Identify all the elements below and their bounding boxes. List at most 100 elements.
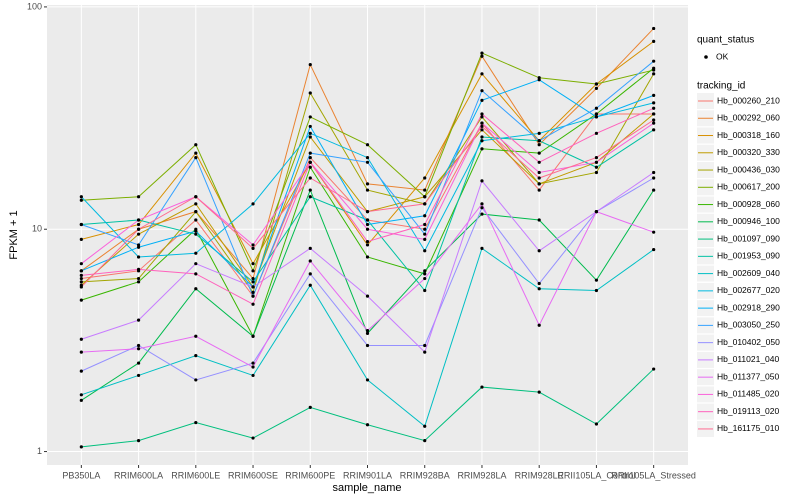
data-point bbox=[480, 246, 484, 250]
data-point bbox=[308, 283, 312, 287]
data-point bbox=[537, 323, 541, 327]
data-point bbox=[594, 112, 599, 116]
data-point bbox=[136, 267, 141, 271]
data-point bbox=[594, 165, 599, 169]
data-point bbox=[480, 135, 484, 139]
data-point bbox=[194, 210, 198, 214]
data-point bbox=[652, 39, 656, 43]
data-point bbox=[136, 232, 141, 236]
legend-label: Hb_000617_200 bbox=[717, 182, 780, 192]
data-point bbox=[652, 121, 656, 125]
data-point bbox=[308, 165, 312, 169]
data-point bbox=[308, 272, 312, 276]
data-point bbox=[365, 182, 370, 186]
legend-label: Hb_010402_050 bbox=[717, 337, 780, 347]
data-point bbox=[308, 63, 312, 67]
data-point bbox=[251, 302, 255, 306]
legend-label: Hb_019113_020 bbox=[717, 406, 780, 416]
data-point bbox=[423, 269, 427, 273]
data-point bbox=[251, 373, 255, 378]
legend-label: Hb_001097_090 bbox=[717, 233, 780, 243]
data-point bbox=[423, 188, 427, 192]
x-tick-label: RRIM928LE bbox=[515, 470, 564, 480]
data-point bbox=[652, 72, 656, 76]
data-point bbox=[480, 115, 484, 119]
data-point bbox=[537, 281, 541, 286]
data-point bbox=[423, 439, 427, 443]
data-point bbox=[423, 222, 427, 227]
data-point bbox=[365, 160, 370, 164]
data-point bbox=[423, 249, 427, 253]
data-point bbox=[480, 128, 484, 132]
data-point bbox=[308, 135, 312, 139]
legend-label: OK bbox=[716, 51, 729, 61]
data-point bbox=[136, 227, 141, 231]
data-point bbox=[365, 378, 370, 382]
data-point bbox=[251, 334, 255, 338]
data-point bbox=[423, 276, 427, 281]
data-point bbox=[365, 210, 370, 214]
data-point bbox=[79, 298, 83, 302]
data-point bbox=[652, 367, 656, 371]
data-point bbox=[652, 170, 656, 175]
data-point bbox=[594, 82, 599, 86]
data-point bbox=[537, 131, 541, 135]
legend-label: Hb_011021_040 bbox=[717, 354, 780, 364]
data-point bbox=[365, 328, 370, 333]
data-point bbox=[594, 210, 599, 214]
data-point bbox=[136, 343, 141, 348]
data-point bbox=[652, 247, 656, 252]
data-point bbox=[537, 78, 541, 82]
data-point bbox=[423, 176, 427, 180]
x-axis-title: sample_name bbox=[332, 482, 401, 494]
data-point bbox=[480, 212, 484, 216]
data-point bbox=[423, 227, 427, 231]
data-point bbox=[537, 170, 541, 175]
data-point bbox=[251, 276, 255, 281]
data-point bbox=[194, 232, 198, 236]
x-tick-label: RRIM600PE bbox=[285, 470, 335, 480]
data-point bbox=[136, 222, 141, 227]
data-point bbox=[79, 198, 83, 202]
data-point bbox=[365, 155, 370, 160]
data-point bbox=[594, 106, 599, 110]
x-tick-label: RRIM901LA bbox=[343, 470, 392, 480]
data-point bbox=[251, 262, 255, 266]
data-point bbox=[365, 423, 370, 427]
data-point bbox=[537, 287, 541, 291]
x-tick-label: PB350LA bbox=[62, 470, 100, 480]
data-point bbox=[136, 218, 141, 222]
data-point bbox=[251, 290, 255, 294]
data-point bbox=[79, 445, 83, 449]
data-point bbox=[423, 232, 427, 236]
data-point bbox=[537, 390, 541, 394]
x-tick-label: RRIM928LA bbox=[457, 470, 506, 480]
data-point bbox=[537, 176, 541, 180]
data-point bbox=[79, 350, 83, 354]
data-point bbox=[136, 318, 141, 322]
data-point bbox=[594, 86, 599, 90]
data-point bbox=[308, 405, 312, 409]
x-tick-label: RRII105LA_Control bbox=[557, 470, 635, 480]
data-point bbox=[537, 188, 541, 192]
data-point bbox=[194, 262, 198, 266]
legend-title: tracking_id bbox=[697, 81, 745, 92]
data-point bbox=[194, 272, 198, 276]
data-point bbox=[365, 188, 370, 192]
data-point bbox=[423, 424, 427, 428]
legend-label: Hb_002918_290 bbox=[717, 302, 780, 312]
data-point bbox=[136, 255, 141, 259]
data-point bbox=[652, 93, 656, 97]
data-point bbox=[79, 285, 83, 289]
data-point bbox=[423, 214, 427, 218]
data-point bbox=[136, 195, 141, 199]
legend-label: Hb_011485_020 bbox=[717, 389, 780, 399]
legend-label: Hb_003050_250 bbox=[717, 320, 780, 330]
data-point bbox=[251, 436, 255, 440]
data-point bbox=[251, 365, 255, 369]
data-point bbox=[194, 334, 198, 338]
data-point bbox=[594, 170, 599, 175]
data-point bbox=[480, 51, 484, 55]
data-point bbox=[136, 347, 141, 351]
data-point bbox=[423, 272, 427, 276]
